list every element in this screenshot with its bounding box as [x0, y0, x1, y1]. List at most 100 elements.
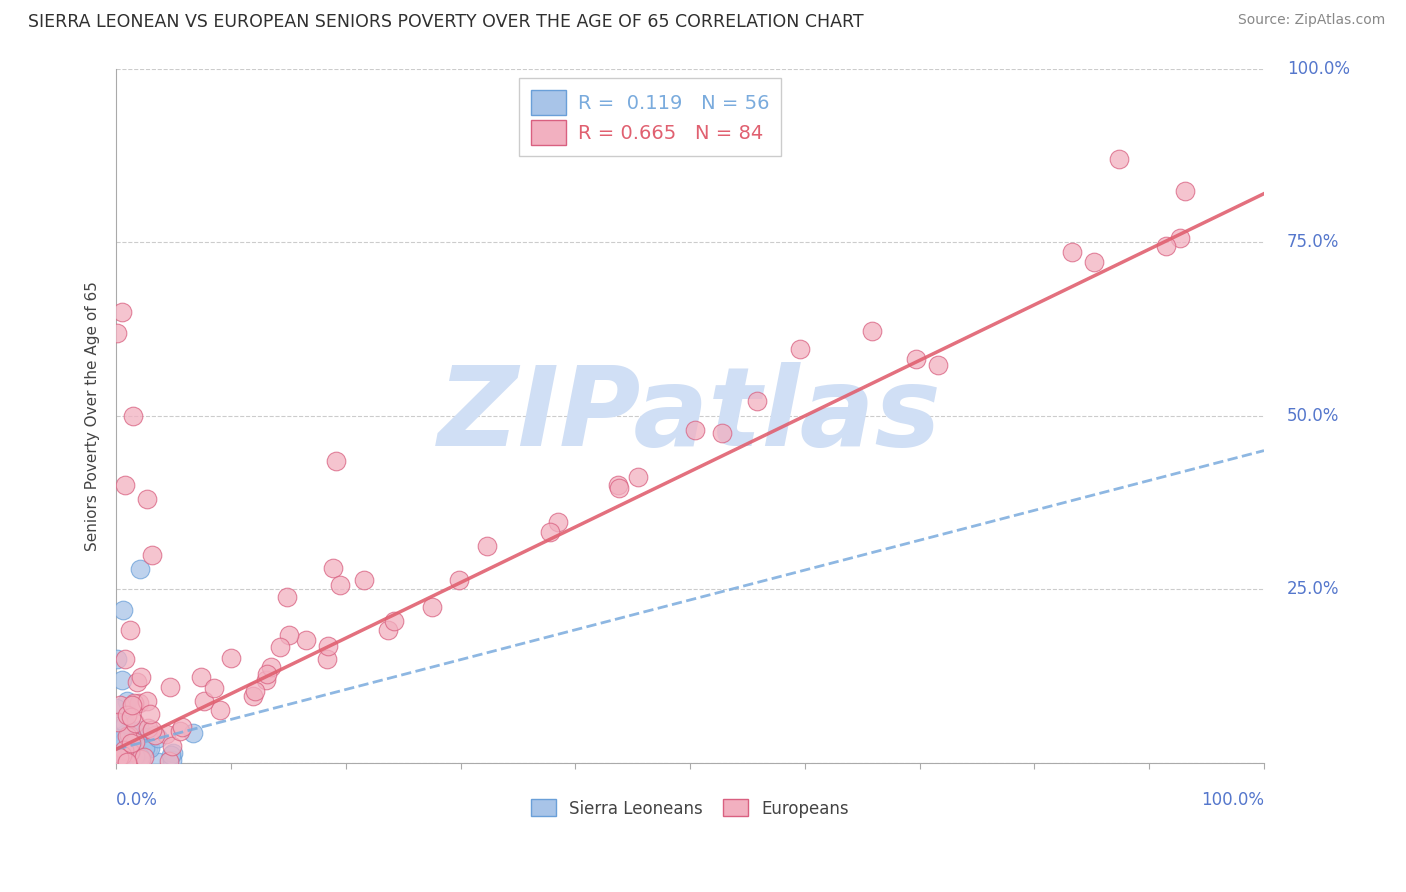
Point	[125, 725, 148, 739]
Point	[135, 492, 157, 507]
Point	[162, 746, 184, 760]
Legend: Sierra Leoneans, Europeans: Sierra Leoneans, Europeans	[524, 793, 856, 824]
Text: 50.0%: 50.0%	[1286, 407, 1340, 425]
Point	[111, 740, 134, 755]
Point	[105, 326, 128, 340]
Point	[125, 674, 148, 689]
Point	[122, 697, 145, 711]
Point	[139, 741, 162, 756]
Point	[243, 684, 266, 698]
Point	[129, 723, 152, 737]
Point	[143, 729, 166, 743]
Point	[111, 747, 134, 762]
Point	[128, 562, 150, 576]
Point	[120, 623, 142, 637]
Point	[134, 743, 156, 757]
Point	[124, 744, 146, 758]
Point	[114, 717, 136, 731]
Point	[745, 393, 768, 408]
Text: 100.0%: 100.0%	[1286, 60, 1350, 78]
Text: 100.0%: 100.0%	[1201, 791, 1264, 809]
Point	[860, 324, 883, 338]
Point	[256, 667, 278, 681]
Point	[124, 749, 146, 764]
Point	[162, 739, 184, 753]
Point	[159, 680, 181, 694]
Point	[138, 721, 160, 735]
Point	[127, 731, 149, 746]
Point	[117, 728, 139, 742]
Point	[128, 730, 150, 744]
Point	[129, 751, 152, 765]
Point	[129, 749, 152, 764]
Text: SIERRA LEONEAN VS EUROPEAN SENIORS POVERTY OVER THE AGE OF 65 CORRELATION CHART: SIERRA LEONEAN VS EUROPEAN SENIORS POVER…	[28, 13, 863, 31]
Point	[115, 753, 138, 767]
Point	[322, 561, 344, 575]
Point	[277, 628, 299, 642]
Point	[254, 673, 277, 687]
Point	[190, 670, 212, 684]
Point	[148, 731, 170, 746]
Point	[329, 577, 352, 591]
Point	[115, 707, 138, 722]
Point	[105, 731, 128, 745]
Point	[447, 573, 470, 587]
Text: 0.0%: 0.0%	[117, 791, 157, 809]
Point	[128, 696, 150, 710]
Point	[115, 756, 138, 770]
Text: 25.0%: 25.0%	[1286, 581, 1340, 599]
Point	[112, 743, 135, 757]
Point	[134, 741, 156, 756]
Point	[108, 698, 131, 712]
Point	[129, 756, 152, 770]
Point	[141, 723, 163, 738]
Point	[108, 754, 131, 768]
Point	[382, 614, 405, 628]
Point	[112, 747, 135, 762]
Point	[683, 423, 706, 437]
Point	[114, 749, 136, 764]
Point	[193, 694, 215, 708]
Point	[136, 740, 159, 755]
Point	[905, 351, 928, 366]
Point	[181, 726, 204, 740]
Point	[111, 673, 134, 687]
Point	[121, 409, 143, 423]
Point	[120, 746, 142, 760]
Point	[377, 623, 399, 637]
Point	[325, 454, 347, 468]
Point	[120, 748, 142, 763]
Point	[157, 754, 180, 768]
Point	[120, 710, 142, 724]
Point	[107, 740, 129, 755]
Point	[607, 477, 630, 491]
Point	[110, 304, 132, 318]
Point	[316, 652, 339, 666]
Point	[124, 750, 146, 764]
Point	[1083, 255, 1105, 269]
Point	[134, 730, 156, 744]
Point	[105, 753, 128, 767]
Point	[136, 694, 159, 708]
Point	[141, 548, 163, 562]
Point	[115, 756, 138, 770]
Point	[420, 600, 443, 615]
Point	[114, 726, 136, 740]
Point	[259, 659, 281, 673]
Point	[107, 752, 129, 766]
Point	[353, 573, 375, 587]
Point	[108, 751, 131, 765]
Point	[120, 746, 142, 760]
Point	[627, 470, 650, 484]
Point	[105, 700, 128, 714]
Point	[1154, 239, 1177, 253]
Point	[125, 736, 148, 750]
Point	[160, 753, 183, 767]
Point	[111, 745, 134, 759]
Point	[125, 747, 148, 762]
Point	[120, 735, 142, 749]
Point	[202, 681, 225, 695]
Point	[114, 652, 136, 666]
Point	[221, 650, 243, 665]
Point	[124, 735, 146, 749]
